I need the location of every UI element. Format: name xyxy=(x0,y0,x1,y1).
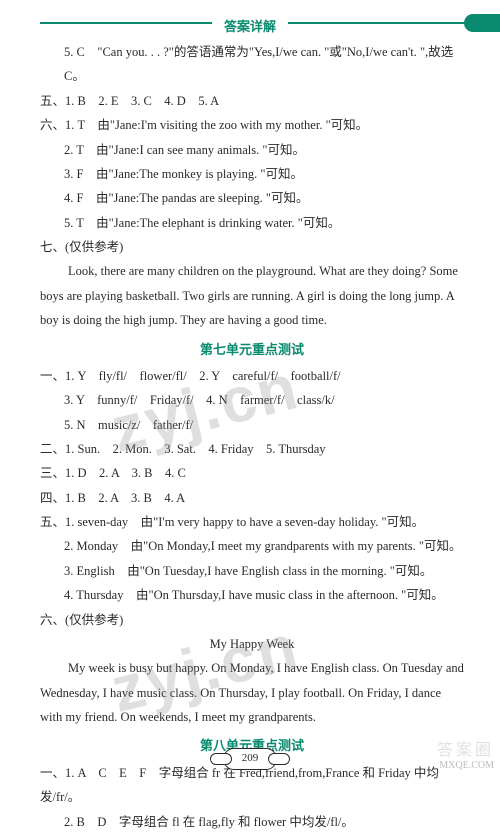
line: 3. F 由"Jane:The monkey is playing. "可知。 xyxy=(40,162,464,186)
line: 4. F 由"Jane:The pandas are sleeping. "可知… xyxy=(40,186,464,210)
paragraph: Look, there are many children on the pla… xyxy=(40,259,464,332)
line: 2. Monday 由"On Monday,I meet my grandpar… xyxy=(40,534,464,558)
content: 5. C "Can you. . . ?"的答语通常为"Yes,I/we can… xyxy=(0,40,500,834)
page-number-badge: 209 xyxy=(223,748,277,770)
line: 四、1. B 2. A 3. B 4. A xyxy=(40,486,464,510)
line: 三、1. D 2. A 3. B 4. C xyxy=(40,461,464,485)
corner-logo-bottom: MXQE.COM xyxy=(437,760,494,772)
line: 六、1. T 由"Jane:I'm visiting the zoo with … xyxy=(40,113,464,137)
line: 5. T 由"Jane:The elephant is drinking wat… xyxy=(40,211,464,235)
line: 六、(仅供参考) xyxy=(40,608,464,632)
paragraph: My week is busy but happy. On Monday, I … xyxy=(40,656,464,729)
line: 五、1. seven-day 由"I'm very happy to have … xyxy=(40,510,464,534)
line: 5. N music/z/ father/f/ xyxy=(40,413,464,437)
composition-title: My Happy Week xyxy=(40,632,464,656)
line: 2. B D 字母组合 fl 在 flag,fly 和 flower 中均发/f… xyxy=(40,810,464,834)
line: 2. T 由"Jane:I can see many animals. "可知。 xyxy=(40,138,464,162)
corner-logo: 答案圈 MXQE.COM xyxy=(437,741,494,772)
line: 5. C "Can you. . . ?"的答语通常为"Yes,I/we can… xyxy=(40,40,464,89)
line: 3. English 由"On Tuesday,I have English c… xyxy=(40,559,464,583)
line: 七、(仅供参考) xyxy=(40,235,464,259)
page-number: 209 xyxy=(242,748,259,769)
header-cap-icon xyxy=(464,14,500,32)
corner-logo-top: 答案圈 xyxy=(437,741,494,760)
header-bar: 答案详解 xyxy=(0,6,500,40)
header-title: 答案详解 xyxy=(212,14,288,39)
line: 4. Thursday 由"On Thursday,I have music c… xyxy=(40,583,464,607)
line: 二、1. Sun. 2. Mon. 3. Sat. 4. Friday 5. T… xyxy=(40,437,464,461)
line: 3. Y funny/f/ Friday/f/ 4. N farmer/f/ c… xyxy=(40,388,464,412)
line: 一、1. Y fly/fl/ flower/fl/ 2. Y careful/f… xyxy=(40,364,464,388)
line: 五、1. B 2. E 3. C 4. D 5. A xyxy=(40,89,464,113)
section-title-7: 第七单元重点测试 xyxy=(40,337,464,362)
